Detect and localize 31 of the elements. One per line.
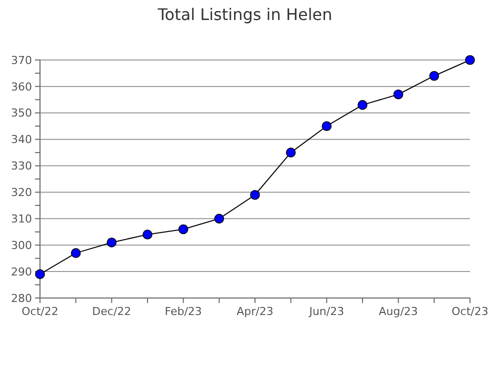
- chart-title: Total Listings in Helen: [156, 5, 332, 24]
- y-tick-label: 290: [11, 265, 32, 278]
- point: [465, 55, 475, 65]
- point: [70, 248, 81, 258]
- y-tick-label: 350: [11, 106, 32, 120]
- point: [429, 70, 440, 81]
- point: [358, 100, 368, 110]
- y-tick-label: 340: [11, 133, 32, 146]
- y-tick-label: 300: [11, 238, 32, 252]
- y-tick-label: 330: [11, 160, 32, 173]
- y-tick-label: 370: [11, 54, 32, 67]
- x-tick-label: Feb/23: [164, 305, 202, 318]
- y-tick-label: 360: [11, 80, 32, 94]
- x-tick-label: Apr/23: [236, 305, 274, 318]
- point: [322, 121, 332, 132]
- y-tick-label: 320: [11, 186, 32, 200]
- point: [178, 224, 188, 234]
- point: [393, 89, 404, 100]
- y-tick-label: 310: [11, 212, 32, 226]
- x-tick-label: Oct/22: [22, 305, 58, 318]
- point: [286, 148, 296, 158]
- x-tick-label: Aug/23: [378, 305, 418, 318]
- point: [106, 238, 117, 248]
- x-tick-label: Dec/22: [92, 305, 132, 318]
- x-tick-label: Jun/23: [308, 305, 344, 318]
- point: [142, 230, 152, 240]
- point: [214, 214, 224, 224]
- point: [250, 190, 260, 200]
- point: [35, 269, 45, 280]
- y-tick-label: 280: [11, 292, 32, 305]
- x-tick-label: Oct/23: [452, 305, 488, 318]
